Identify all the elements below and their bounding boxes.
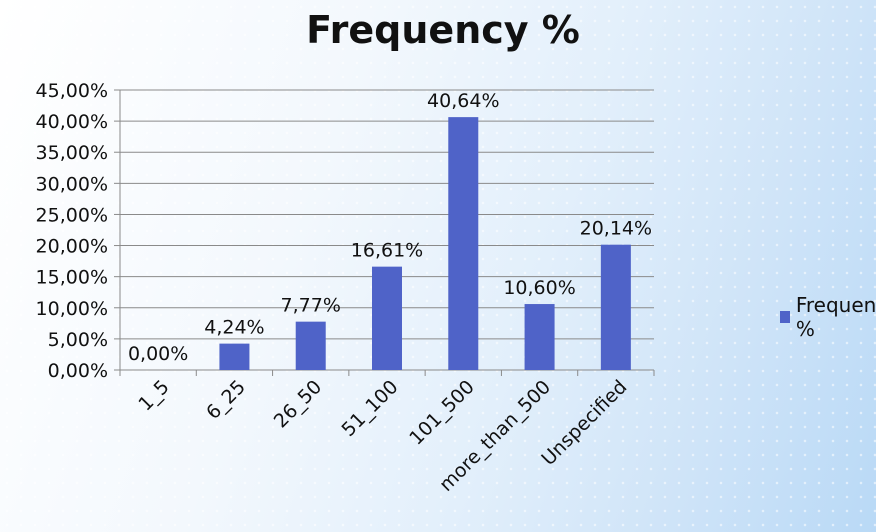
legend-swatch: [780, 311, 790, 323]
bar: [219, 343, 250, 370]
y-tick-label: 20,00%: [36, 236, 108, 258]
bar: [524, 304, 555, 370]
y-tick-label: 40,00%: [36, 111, 108, 133]
bar: [448, 117, 479, 370]
bar: [372, 266, 402, 370]
bar: [600, 244, 631, 370]
y-tick-label: 15,00%: [36, 267, 108, 289]
y-tick-label: 0,00%: [48, 360, 108, 382]
chart-title: Frequency %: [306, 8, 580, 52]
bar: [295, 321, 326, 370]
x-tick-label: 101_500: [405, 376, 479, 450]
y-tick-label: 30,00%: [36, 173, 108, 195]
data-label: 40,64%: [427, 90, 499, 112]
x-tick-label: 51_100: [338, 376, 403, 441]
legend: Frequency %: [780, 293, 876, 341]
data-label: 10,60%: [503, 277, 575, 299]
x-tick-label: 1_5: [134, 376, 173, 415]
data-label: 7,77%: [281, 295, 341, 317]
data-label: 4,24%: [204, 317, 264, 339]
y-tick-label: 5,00%: [48, 329, 108, 351]
data-label: 0,00%: [128, 343, 188, 365]
x-tick-label: 6_25: [202, 376, 250, 424]
data-label: 16,61%: [351, 240, 423, 262]
legend-label: Frequency %: [795, 293, 876, 341]
y-tick-label: 25,00%: [36, 204, 108, 226]
y-tick-label: 10,00%: [36, 298, 108, 320]
y-tick-label: 35,00%: [36, 142, 108, 164]
data-label: 20,14%: [580, 218, 652, 240]
y-tick-label: 45,00%: [36, 80, 108, 102]
x-tick-label: 26_50: [270, 376, 326, 432]
